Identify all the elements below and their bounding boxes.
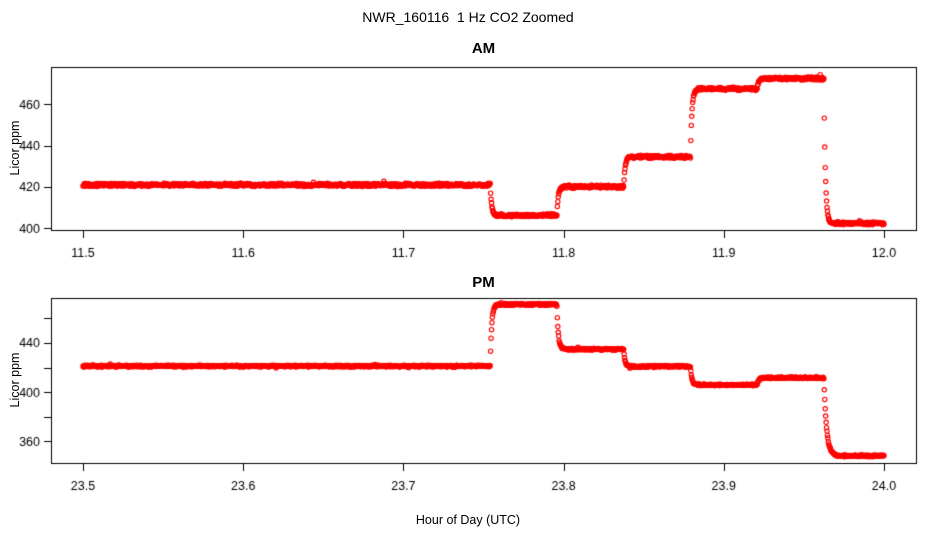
figure-title: NWR_160116 1 Hz CO2 Zoomed (362, 9, 574, 25)
panel-title-pm: PM (472, 274, 495, 291)
x-axis-label: Hour of Day (UTC) (415, 513, 521, 527)
panel-title-am: AM (471, 40, 496, 57)
y-axis-label-pm: Licor ppm (8, 352, 22, 408)
y-axis-label-am: Licor ppm (8, 120, 22, 176)
